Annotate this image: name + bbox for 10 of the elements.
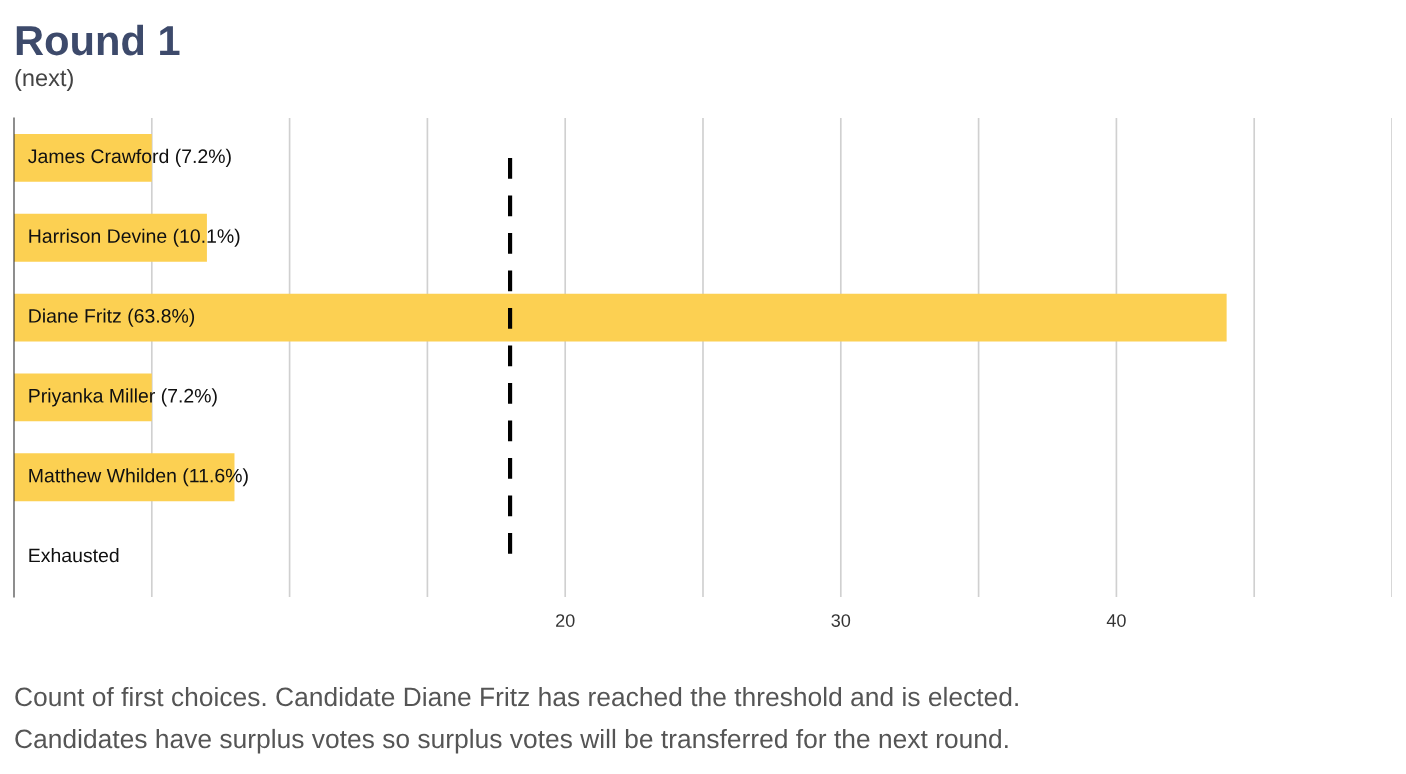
chart-subtitle: (next) xyxy=(15,68,73,91)
text: Count of first choices. Candidate Diane Fritz has reached the threshold and is elected. xyxy=(15,686,1018,707)
x-tick-label: 40 xyxy=(1106,614,1126,627)
y-tick-label: Diane Fritz (63.8%) xyxy=(29,308,195,327)
x-tick-label: 30 xyxy=(831,614,851,627)
bar xyxy=(14,293,1227,342)
chart-title: Round 1 xyxy=(16,24,180,56)
text: Candidates have surplus votes so surplus votes will be transferred for the next round. xyxy=(15,728,1008,754)
x-tick-label: 20 xyxy=(556,614,575,627)
y-tick-label: Exhausted xyxy=(29,548,119,563)
